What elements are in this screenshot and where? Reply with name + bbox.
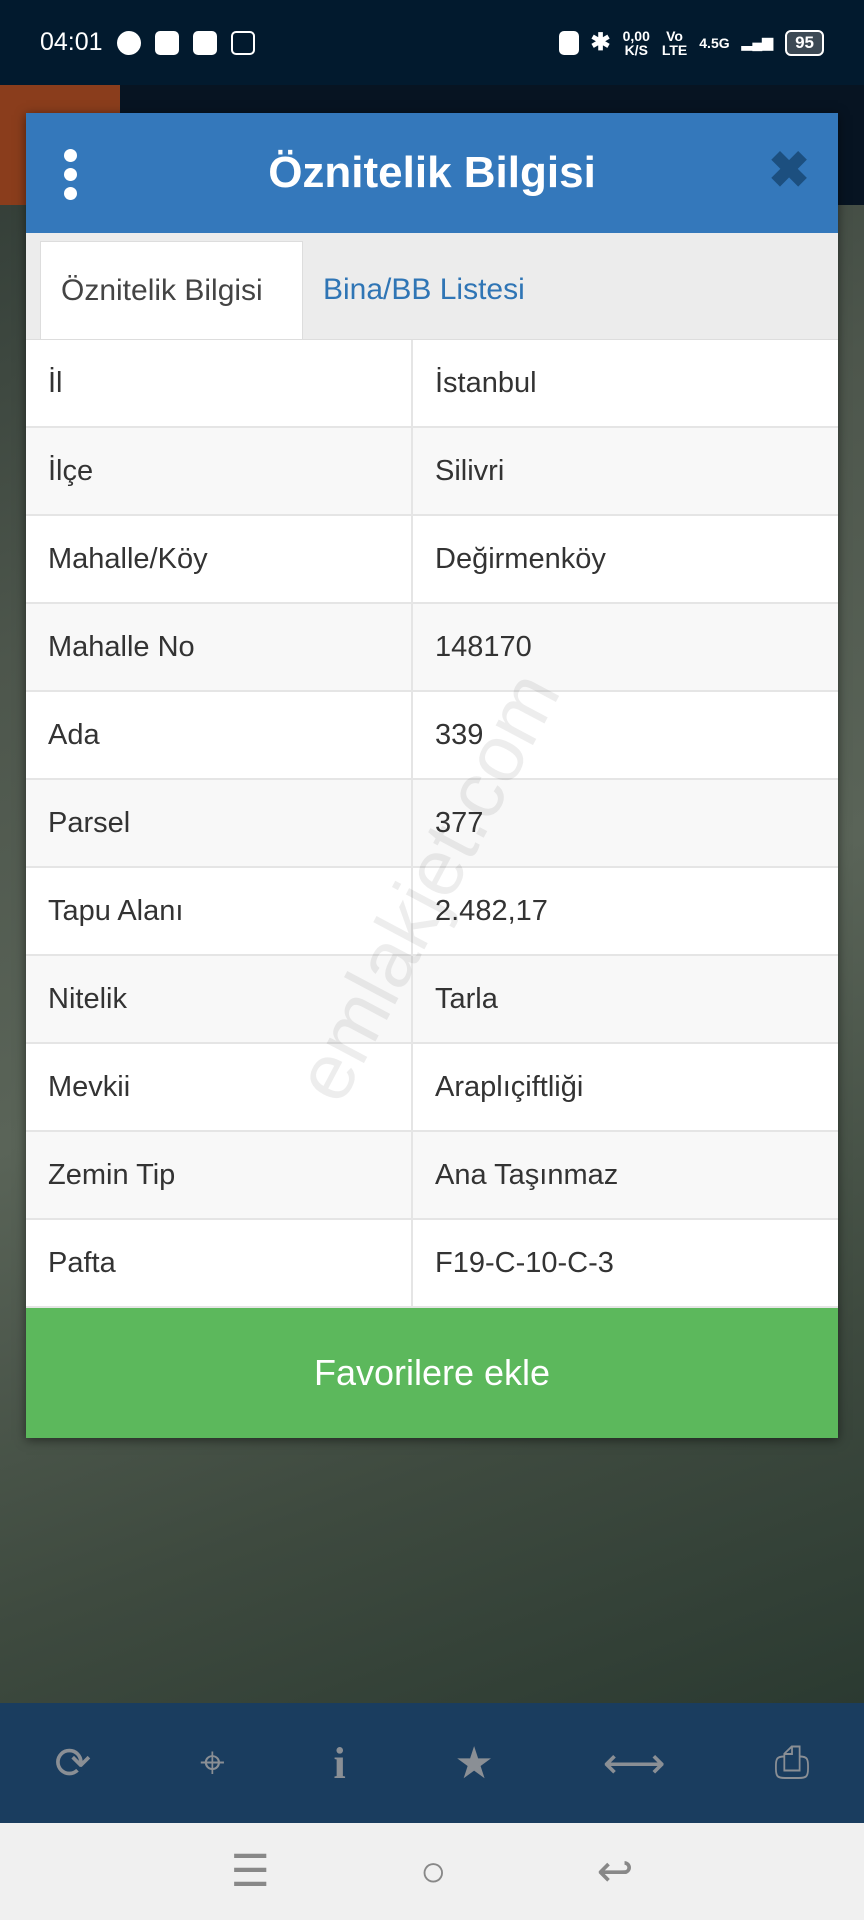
table-row: Ada 339 <box>26 692 838 780</box>
attribute-key: Pafta <box>26 1220 413 1306</box>
info-icon[interactable]: i <box>333 1738 346 1788</box>
attribute-value: Araplıçiftliği <box>435 1070 584 1103</box>
attribute-key: İl <box>26 340 413 426</box>
tab-attributes[interactable]: Öznitelik Bilgisi <box>40 241 303 339</box>
net-unit: K/S <box>624 41 648 58</box>
signal-icon: ▂▄▆ <box>741 34 774 50</box>
facebook-icon <box>116 30 141 55</box>
table-row: Tapu Alanı 2.482,17 <box>26 868 838 956</box>
attribute-key: Mahalle/Köy <box>26 516 413 602</box>
attribute-value: Değirmenköy <box>435 542 606 575</box>
attribute-value: 2.482,17 <box>435 894 548 927</box>
table-row: Zemin Tip Ana Taşınmaz <box>26 1132 838 1220</box>
close-icon[interactable]: ✖ <box>768 142 810 198</box>
tab-building-list[interactable]: Bina/BB Listesi <box>323 273 525 306</box>
table-row: Nitelik Tarla <box>26 956 838 1044</box>
tab-bar: Öznitelik Bilgisi Bina/BB Listesi <box>26 233 838 340</box>
system-nav-bar: ☰ ○ ↩ <box>0 1823 864 1920</box>
attribute-value: Ana Taşınmaz <box>435 1158 619 1191</box>
table-row: İl İstanbul <box>26 340 838 428</box>
print-icon[interactable]: ⎙ <box>774 1738 810 1787</box>
table-row: Mahalle/Köy Değirmenköy <box>26 516 838 604</box>
attribute-key: Parsel <box>26 780 413 866</box>
battery-icon: 95 <box>785 29 824 56</box>
attribute-key: Tapu Alanı <box>26 868 413 954</box>
locate-icon[interactable]: ⌖ <box>199 1738 225 1787</box>
table-row: Mevkii Araplıçiftliği <box>26 1044 838 1132</box>
table-row: İlçe Silivri <box>26 428 838 516</box>
attribute-value: F19-C-10-C-3 <box>435 1246 614 1279</box>
attribute-value: Tarla <box>435 982 498 1015</box>
dialog-title: Öznitelik Bilgisi <box>268 148 596 197</box>
add-favorite-button[interactable]: Favorilere ekle <box>26 1308 838 1438</box>
net-speed: 0,00 <box>622 27 650 44</box>
home-icon[interactable]: ○ <box>420 1846 447 1896</box>
volte-label: Vo <box>666 27 683 44</box>
table-row: Parsel 377 <box>26 780 838 868</box>
attribute-key: Zemin Tip <box>26 1132 413 1218</box>
attribute-key: Ada <box>26 692 413 778</box>
youtube-icon <box>192 30 217 55</box>
attribute-value: İstanbul <box>435 366 537 399</box>
recent-apps-icon[interactable]: ☰ <box>230 1847 270 1896</box>
attribute-dialog: Öznitelik Bilgisi ✖ Öznitelik Bilgisi Bi… <box>26 113 838 1438</box>
refresh-icon[interactable]: ⟳ <box>54 1738 92 1788</box>
table-row: Pafta F19-C-10-C-3 <box>26 1220 838 1308</box>
attribute-key: İlçe <box>26 428 413 514</box>
more-options-icon[interactable] <box>64 149 78 200</box>
star-icon[interactable]: ★ <box>454 1738 494 1788</box>
status-bar: 04:01 ✱ 0,00 K/S Vo LTE 4.5G ▂▄▆ 95 <box>0 0 864 85</box>
attribute-value: 377 <box>435 806 484 839</box>
bluetooth-icon: ✱ <box>590 29 611 56</box>
news-icon <box>230 30 255 55</box>
attribute-table: İl İstanbul İlçe Silivri Mahalle/Köy Değirmen… <box>26 340 838 1308</box>
dialog-header: Öznitelik Bilgisi ✖ <box>26 113 838 233</box>
clock: 04:01 <box>40 28 103 56</box>
attribute-key: Mevkii <box>26 1044 413 1130</box>
signal-label: 4.5G <box>699 34 730 51</box>
bottom-toolbar: ⟳ ⌖ i ★ ⟷ ⎙ <box>0 1703 864 1823</box>
back-icon[interactable]: ↩ <box>596 1847 634 1896</box>
attribute-value: 148170 <box>435 630 532 663</box>
attribute-value: 339 <box>435 718 484 751</box>
attribute-key: Nitelik <box>26 956 413 1042</box>
app-grid-icon <box>154 30 179 55</box>
measure-icon[interactable]: ⟷ <box>602 1738 666 1788</box>
nfc-icon <box>558 30 579 55</box>
table-row: Mahalle No 148170 <box>26 604 838 692</box>
attribute-key: Mahalle No <box>26 604 413 690</box>
lte-label: LTE <box>661 41 688 58</box>
attribute-value: Silivri <box>435 454 505 487</box>
